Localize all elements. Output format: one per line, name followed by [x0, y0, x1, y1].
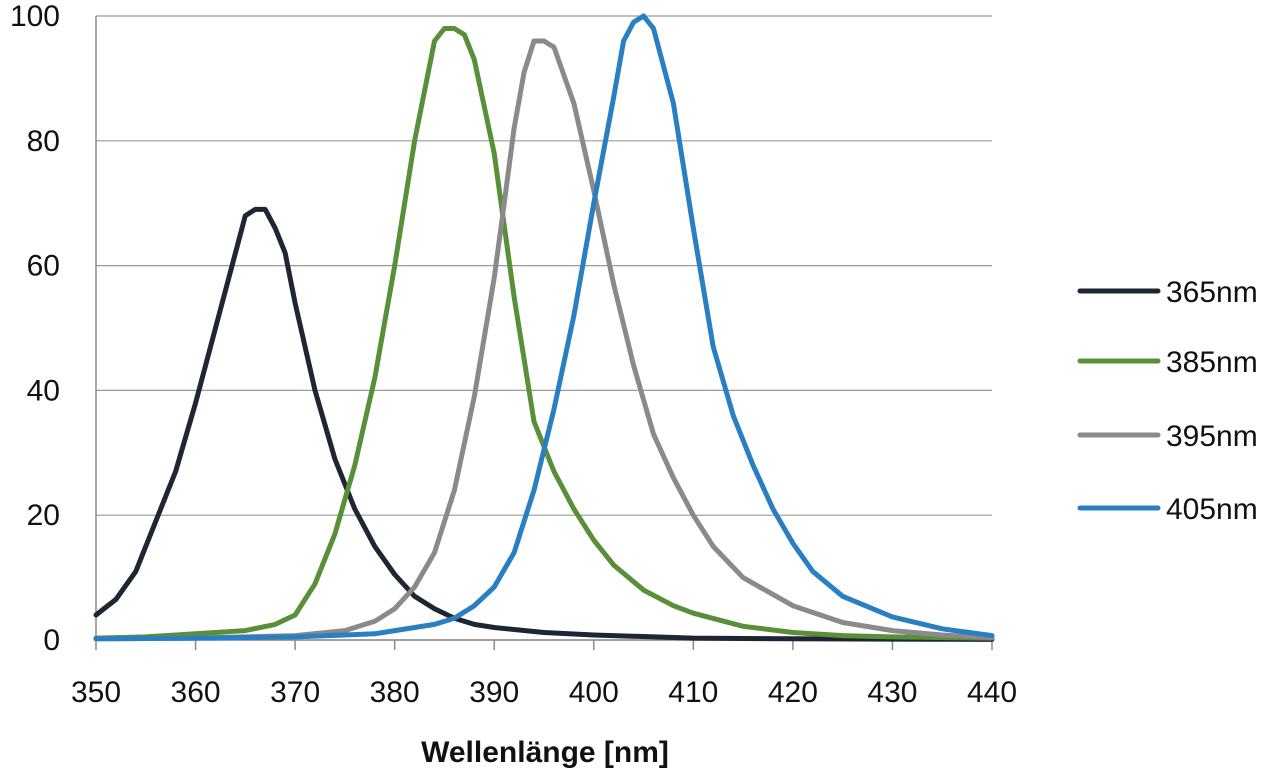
- y-tick-label: 60: [27, 250, 60, 283]
- grid-lines: [96, 15, 992, 641]
- series-line-385nm: [93, 26, 995, 641]
- legend-label-385nm: 385nm: [1166, 346, 1258, 379]
- series-line-395nm: [93, 38, 995, 642]
- x-axis-title: Wellenlänge [nm]: [421, 736, 669, 769]
- y-tick-label: 100: [10, 0, 60, 33]
- x-tick-label: 420: [768, 676, 818, 709]
- x-tick-label: 360: [171, 676, 221, 709]
- legend-label-395nm: 395nm: [1166, 420, 1258, 453]
- series-lines: [93, 13, 995, 642]
- series-line-405nm: [93, 13, 995, 642]
- x-tick-label: 400: [569, 676, 619, 709]
- y-tick-label: 0: [43, 624, 60, 657]
- x-tick-label: 370: [270, 676, 320, 709]
- y-tick-label: 80: [27, 125, 60, 158]
- x-tick-label: 350: [71, 676, 121, 709]
- tick-labels: 0 20 40 60 80 100 350 360 370 380 390 400 410 420 430 4…: [10, 0, 1017, 709]
- series-line-365nm: [93, 206, 995, 642]
- x-tick-label: 430: [867, 676, 917, 709]
- axes: [95, 16, 993, 650]
- x-tick-label: 410: [668, 676, 718, 709]
- x-tick-label: 380: [370, 676, 420, 709]
- legend-label-365nm: 365nm: [1166, 276, 1258, 309]
- legend-label-405nm: 405nm: [1166, 493, 1258, 526]
- x-tick-label: 390: [469, 676, 519, 709]
- y-tick-label: 20: [27, 499, 60, 532]
- legend: 365nm 385nm 395nm 405nm: [1077, 276, 1258, 526]
- y-tick-label: 40: [27, 374, 60, 407]
- x-tick-label: 440: [967, 676, 1017, 709]
